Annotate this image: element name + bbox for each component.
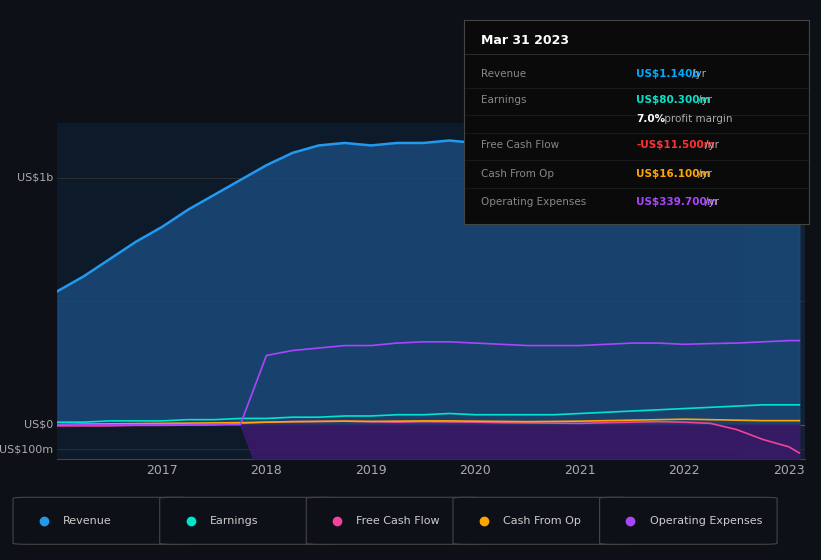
Text: Mar 31 2023: Mar 31 2023 bbox=[481, 34, 569, 47]
Text: Revenue: Revenue bbox=[63, 516, 112, 526]
Text: Free Cash Flow: Free Cash Flow bbox=[481, 140, 559, 150]
Text: US$80.300m: US$80.300m bbox=[636, 95, 711, 105]
Text: -US$100m: -US$100m bbox=[0, 444, 53, 454]
FancyBboxPatch shape bbox=[306, 497, 484, 544]
Text: US$339.700m: US$339.700m bbox=[636, 198, 718, 207]
Text: Free Cash Flow: Free Cash Flow bbox=[356, 516, 440, 526]
Text: /yr: /yr bbox=[699, 95, 713, 105]
Text: US$16.100m: US$16.100m bbox=[636, 169, 711, 179]
Text: Operating Expenses: Operating Expenses bbox=[649, 516, 762, 526]
FancyBboxPatch shape bbox=[160, 497, 337, 544]
FancyBboxPatch shape bbox=[13, 497, 190, 544]
Text: Operating Expenses: Operating Expenses bbox=[481, 198, 586, 207]
Text: 7.0%: 7.0% bbox=[636, 114, 665, 124]
FancyBboxPatch shape bbox=[453, 497, 631, 544]
FancyBboxPatch shape bbox=[599, 497, 777, 544]
Text: /yr: /yr bbox=[692, 69, 706, 78]
Text: US$1b: US$1b bbox=[17, 172, 53, 183]
Text: Earnings: Earnings bbox=[210, 516, 259, 526]
Text: -US$11.500m: -US$11.500m bbox=[636, 140, 715, 150]
Text: Revenue: Revenue bbox=[481, 69, 526, 78]
Text: /yr: /yr bbox=[704, 140, 718, 150]
Text: US$0: US$0 bbox=[25, 419, 53, 430]
Text: /yr: /yr bbox=[699, 169, 713, 179]
Text: US$1.140b: US$1.140b bbox=[636, 69, 700, 78]
Text: Cash From Op: Cash From Op bbox=[503, 516, 581, 526]
Text: profit margin: profit margin bbox=[661, 114, 732, 124]
Text: Earnings: Earnings bbox=[481, 95, 526, 105]
Bar bbox=[742, 123, 805, 459]
Text: /yr: /yr bbox=[704, 198, 718, 207]
Text: Cash From Op: Cash From Op bbox=[481, 169, 554, 179]
